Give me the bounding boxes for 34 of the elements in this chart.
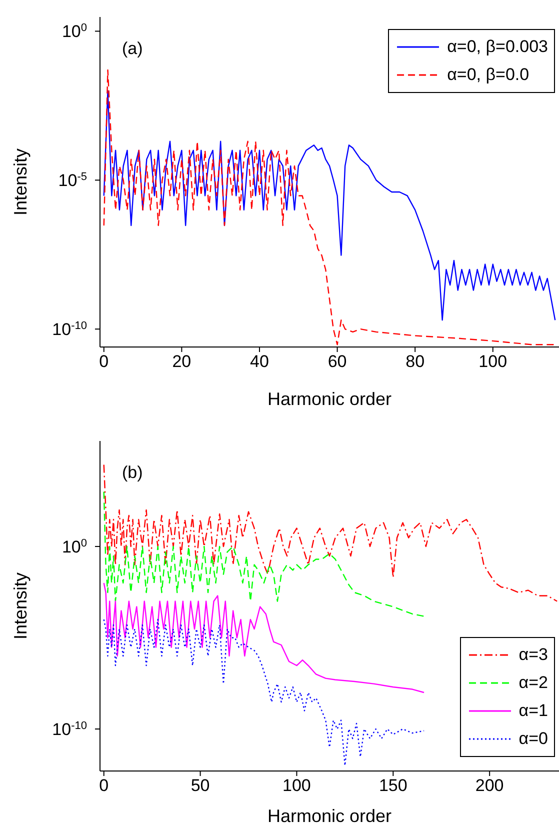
- y-axis-title: Intensity: [10, 572, 30, 640]
- line-series: [103, 491, 425, 617]
- y-tick-label: 10$^{0}$: [62, 537, 87, 556]
- x-tick-label: 80: [406, 352, 425, 372]
- line-series: [103, 582, 425, 694]
- legend-label: α=1: [518, 700, 548, 722]
- legend-label: α=2: [518, 672, 548, 694]
- annotation: (a): [122, 39, 143, 59]
- annotation: (b): [122, 463, 143, 483]
- x-tick-label: 60: [328, 352, 347, 372]
- line-series: [103, 90, 556, 321]
- x-tick-label: 40: [250, 352, 269, 372]
- legend-label: α=0: [518, 728, 548, 750]
- x-tick-label: 150: [378, 776, 408, 796]
- y-tick-label: 10$^{0}$: [62, 22, 87, 42]
- x-tick-label: 200: [475, 776, 504, 796]
- x-axis-title: Harmonic order: [267, 806, 392, 824]
- y-tick-label: 10$^{-10}$: [52, 720, 87, 739]
- legend-label: α=3: [518, 644, 548, 666]
- x-tick-label: 20: [172, 352, 192, 372]
- line-series: [103, 464, 558, 602]
- x-tick-label: 50: [190, 776, 210, 796]
- x-axis-title: Harmonic order: [267, 389, 392, 409]
- y-tick-label: 10$^{-10}$: [52, 320, 87, 340]
- y-tick-label: 10$^{-5}$: [58, 171, 87, 190]
- x-tick-label: 0: [99, 776, 109, 796]
- line-series: [103, 69, 556, 346]
- x-tick-label: 100: [478, 352, 508, 372]
- legend-label: α=0, β=0.0: [447, 64, 530, 86]
- x-tick-label: 0: [99, 352, 109, 372]
- y-axis-title: Intensity: [10, 148, 30, 216]
- x-tick-label: 100: [282, 776, 311, 796]
- legend-label: α=0, β=0.003: [447, 36, 548, 58]
- line-series: [103, 618, 425, 766]
